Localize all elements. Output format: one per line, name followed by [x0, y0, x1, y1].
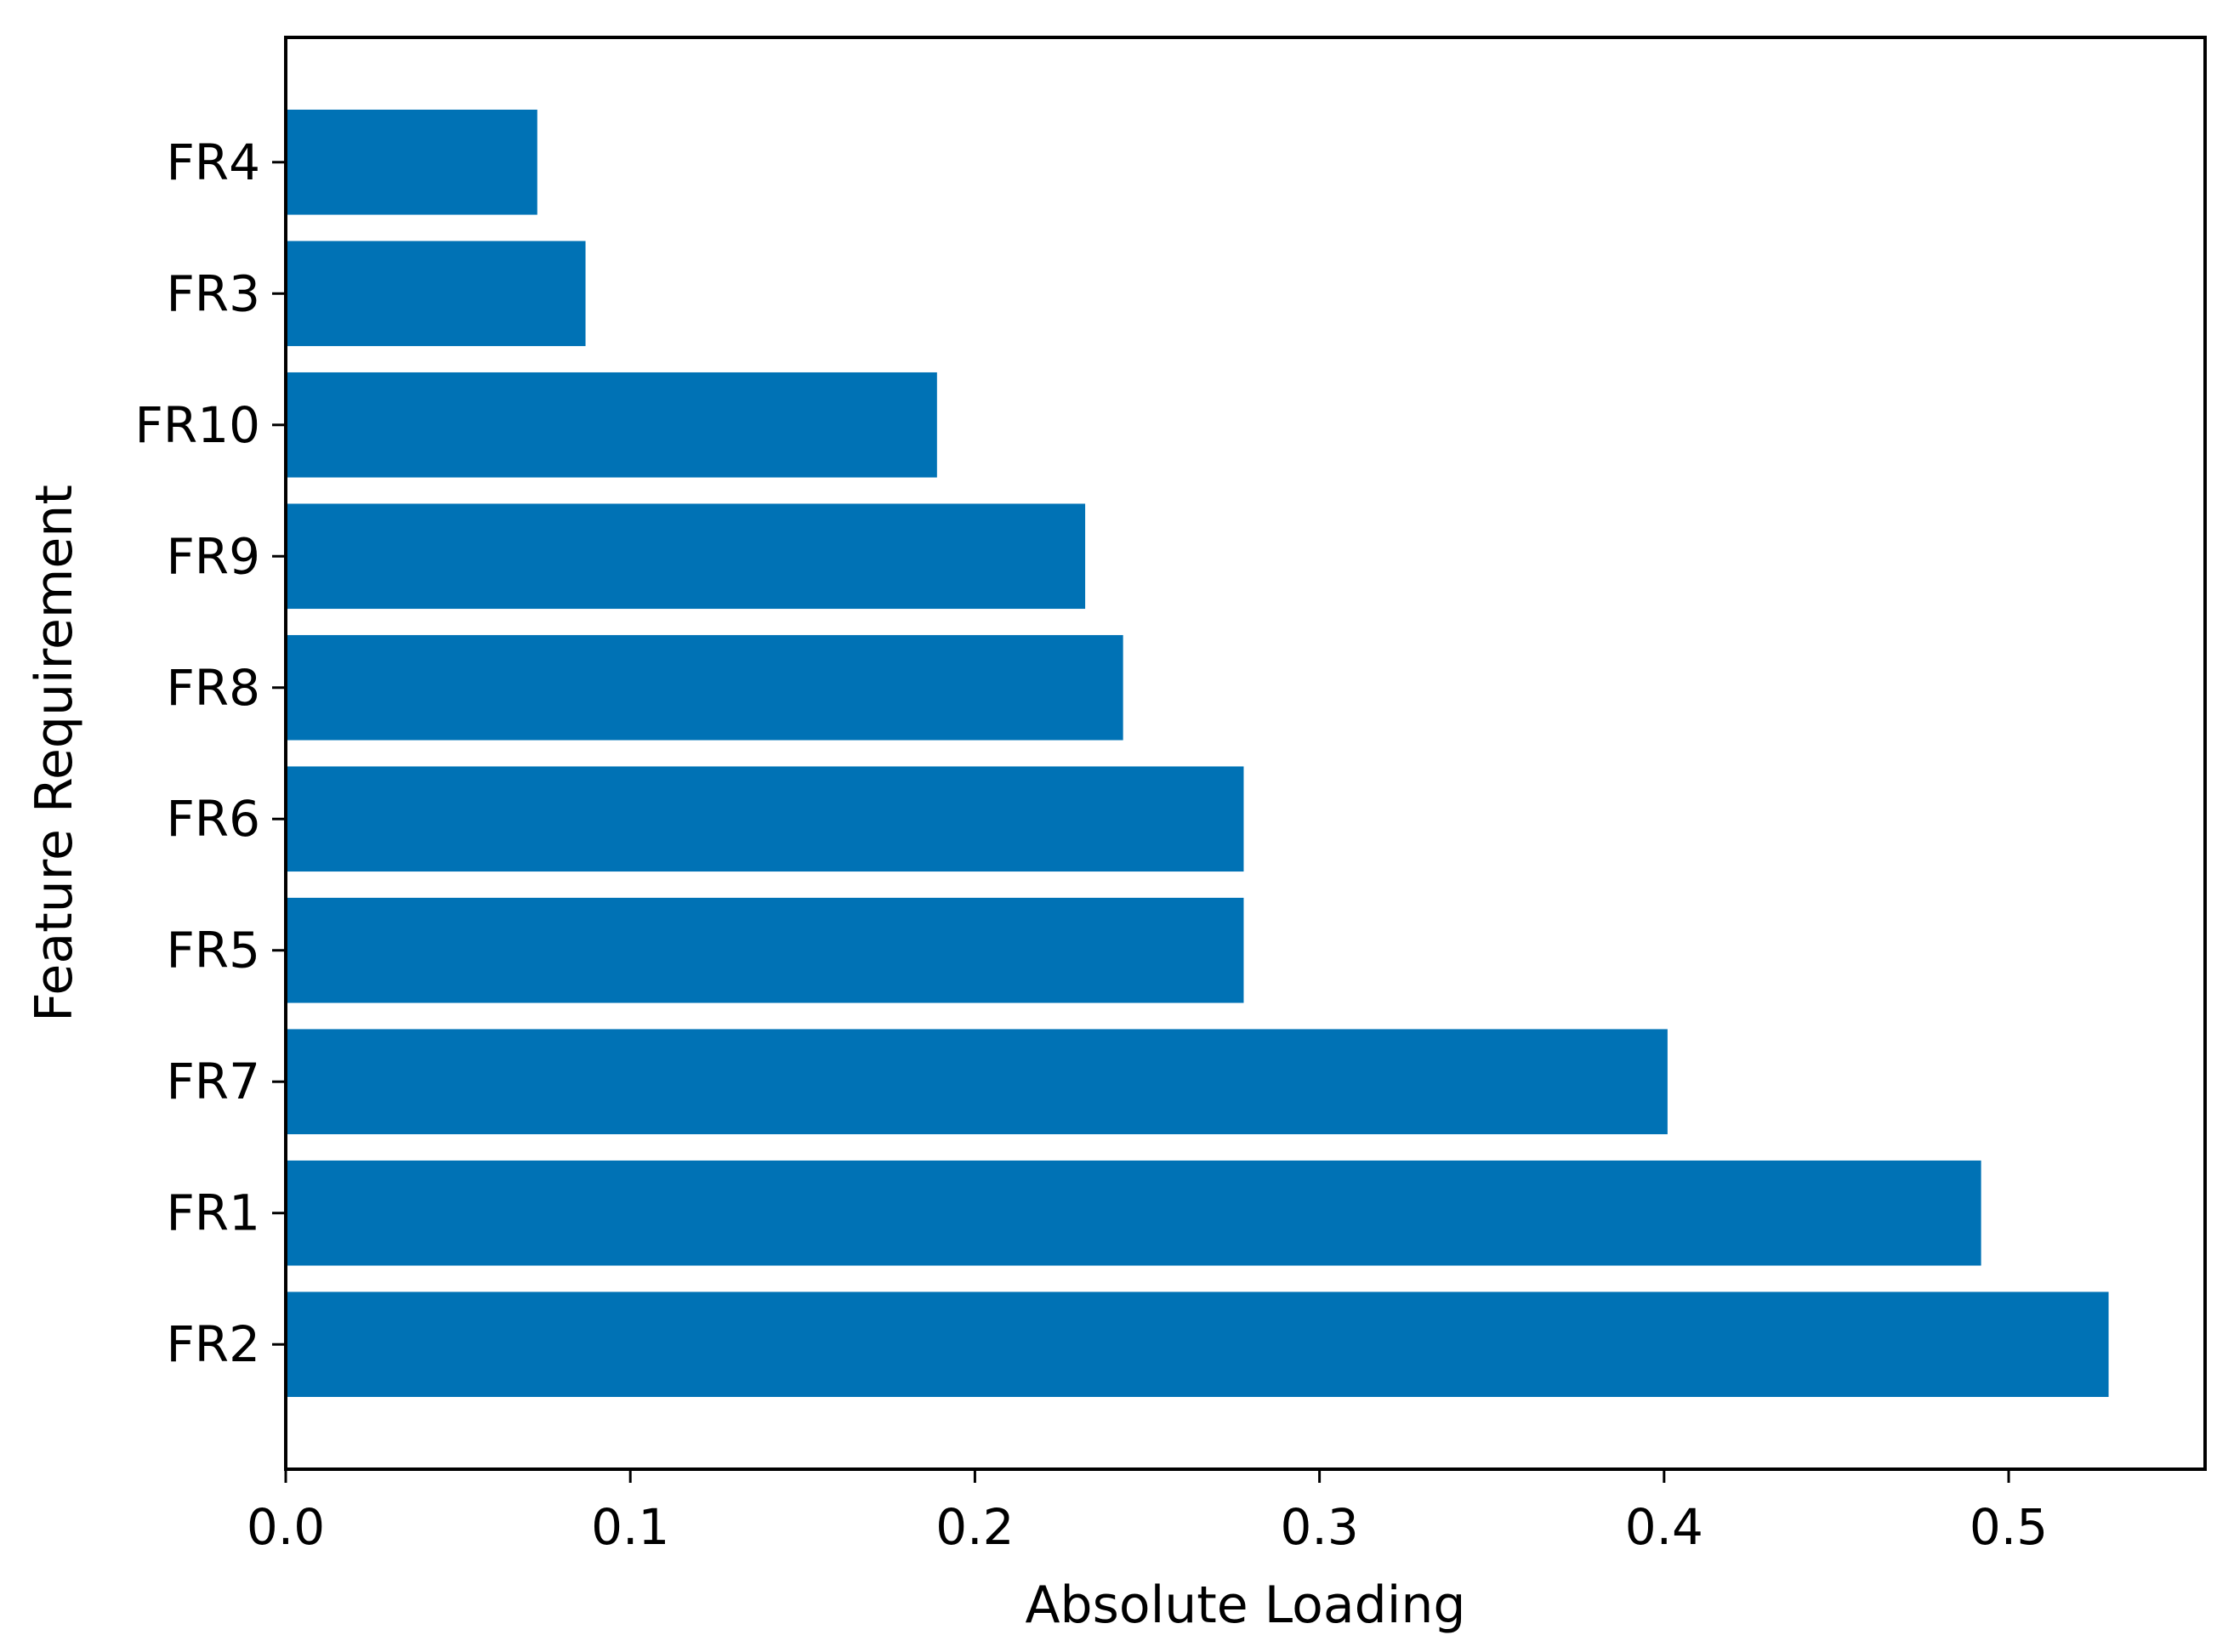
y-tick-label: FR9 [166, 527, 260, 585]
x-tick-label: 0.5 [1970, 1498, 2048, 1556]
bar-fr3 [286, 241, 586, 347]
x-tick-label: 0.3 [1280, 1498, 1358, 1556]
x-tick-label: 0.4 [1625, 1498, 1703, 1556]
x-axis-label: Absolute Loading [1025, 1575, 1465, 1635]
x-tick-label: 0.2 [935, 1498, 1014, 1556]
x-tick-label: 0.0 [247, 1498, 325, 1556]
y-tick-label: FR2 [166, 1315, 260, 1373]
bar-fr6 [286, 766, 1244, 872]
y-tick-label: FR4 [166, 133, 260, 191]
y-tick-label: FR7 [166, 1053, 260, 1110]
y-tick-label: FR1 [166, 1184, 260, 1242]
y-tick-label: FR10 [135, 396, 260, 454]
y-tick-label: FR8 [166, 659, 260, 717]
y-tick-label: FR5 [166, 922, 260, 979]
y-axis-label: Feature Requirement [25, 485, 84, 1022]
x-tick-label: 0.1 [591, 1498, 669, 1556]
bars-layer [286, 109, 2109, 1398]
y-tick-label: FR3 [166, 264, 260, 322]
bar-fr7 [286, 1029, 1668, 1135]
ticks-layer: FR2 FR1 FR7 FR5 FR6 FR8 FR9 FR10 FR3 FR4 0.0 0.1 0.2… [135, 133, 2049, 1556]
bar-fr2 [286, 1292, 2109, 1398]
plot-frame [284, 36, 2207, 1471]
bar-fr5 [286, 897, 1244, 1003]
bar-fr9 [286, 503, 1086, 610]
bar-fr10 [286, 372, 937, 478]
y-tick-label: FR6 [166, 790, 260, 848]
bar-fr1 [286, 1160, 1981, 1266]
bar-fr4 [286, 109, 537, 215]
bar-fr8 [286, 634, 1123, 741]
